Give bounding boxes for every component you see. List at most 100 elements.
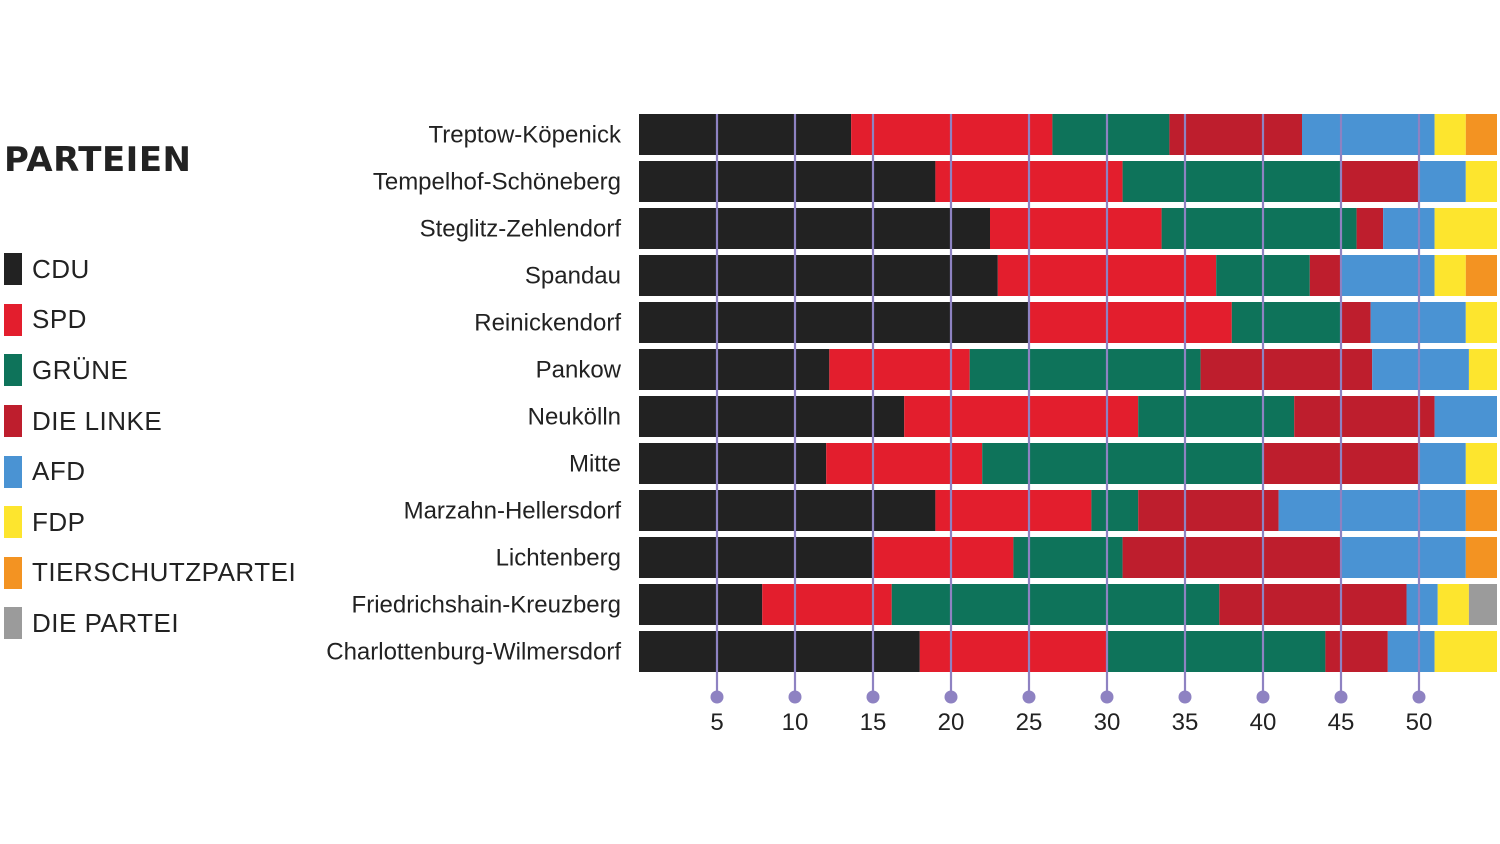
category-label: Marzahn-Hellersdorf bbox=[404, 498, 622, 525]
category-label: Lichtenberg bbox=[496, 545, 621, 572]
bar-segment bbox=[1434, 114, 1466, 155]
grid-lines bbox=[710, 114, 1426, 704]
bar-segment bbox=[829, 349, 970, 390]
tick-label: 5 bbox=[710, 709, 723, 736]
bar-segment bbox=[1341, 255, 1435, 296]
bar-segment bbox=[1465, 302, 1497, 343]
bar-segment bbox=[639, 396, 905, 437]
legend-item: FDP bbox=[4, 497, 324, 548]
bar-group bbox=[639, 114, 1497, 672]
bar-segment bbox=[1465, 114, 1497, 155]
bar-segment bbox=[639, 255, 998, 296]
legend-item: CDU bbox=[4, 244, 324, 295]
bar-segment bbox=[1325, 631, 1388, 672]
bar-segment bbox=[639, 443, 827, 484]
bar-segment bbox=[1029, 302, 1232, 343]
bar-segment bbox=[1138, 396, 1295, 437]
bar-segment bbox=[1387, 631, 1435, 672]
bar-segment bbox=[826, 443, 983, 484]
bar-segment bbox=[1372, 349, 1469, 390]
legend-item: TIERSCHUTZPARTEI bbox=[4, 548, 324, 599]
bar-segment bbox=[1341, 302, 1371, 343]
category-label: Treptow-Köpenick bbox=[428, 122, 622, 149]
bar-segment bbox=[762, 584, 892, 625]
bar-segment bbox=[1434, 396, 1497, 437]
bar-segment bbox=[982, 443, 1263, 484]
tick-label: 50 bbox=[1406, 709, 1433, 736]
legend-item: AFD bbox=[4, 446, 324, 497]
legend-item: DIE PARTEI bbox=[4, 598, 324, 649]
bar-segment bbox=[639, 631, 920, 672]
legend-swatch bbox=[4, 303, 22, 336]
bar-segment bbox=[1122, 161, 1341, 202]
bar-segment bbox=[1122, 537, 1341, 578]
legend-item: GRÜNE bbox=[4, 345, 324, 396]
bar-segment bbox=[969, 349, 1201, 390]
bar-segment bbox=[639, 584, 763, 625]
tick-marker bbox=[1022, 690, 1036, 704]
legend-label: DIE PARTEI bbox=[32, 607, 180, 638]
legend-label: GRÜNE bbox=[32, 354, 129, 385]
tick-marker bbox=[866, 690, 880, 704]
category-label: Charlottenburg-Wilmersdorf bbox=[326, 639, 621, 666]
tick-marker bbox=[1256, 690, 1270, 704]
legend-label: CDU bbox=[32, 253, 90, 284]
bar-segment bbox=[891, 584, 1220, 625]
x-axis-ticks: 5 10 15 20 25 30 35 40 45 50 bbox=[710, 709, 1432, 736]
bar-segment bbox=[1341, 537, 1466, 578]
bar-segment bbox=[1419, 443, 1466, 484]
bar-segment bbox=[639, 161, 936, 202]
bar-segment bbox=[639, 114, 852, 155]
bar-segment bbox=[919, 631, 1107, 672]
legend-swatch bbox=[4, 506, 22, 539]
bar-segment bbox=[1231, 302, 1341, 343]
legend-label: TIERSCHUTZPARTEI bbox=[32, 557, 297, 588]
category-label: Reinickendorf bbox=[474, 310, 621, 337]
tick-marker bbox=[1334, 690, 1348, 704]
bar-segment bbox=[1419, 161, 1466, 202]
bar-segment bbox=[1294, 396, 1435, 437]
bar-segment bbox=[1052, 114, 1170, 155]
legend-title: PARTEIEN bbox=[4, 140, 192, 180]
bar-segment bbox=[639, 208, 990, 249]
bar-segment bbox=[1406, 584, 1438, 625]
bar-segment bbox=[1465, 161, 1497, 202]
bar-segment bbox=[1013, 537, 1123, 578]
legend-swatch bbox=[4, 253, 22, 286]
legend-label: AFD bbox=[32, 456, 86, 487]
legend-swatch bbox=[4, 607, 22, 640]
bar-segment bbox=[639, 349, 830, 390]
bar-segment bbox=[904, 396, 1139, 437]
bar-segment bbox=[1468, 584, 1497, 625]
legend-swatch bbox=[4, 556, 22, 589]
bar-segment bbox=[1383, 208, 1435, 249]
legend-swatch bbox=[4, 455, 22, 488]
tick-marker bbox=[788, 690, 802, 704]
bar-segment bbox=[639, 302, 1029, 343]
tick-label: 35 bbox=[1172, 709, 1199, 736]
bar-segment bbox=[1434, 631, 1497, 672]
bar-segment bbox=[1138, 490, 1279, 531]
bar-segment bbox=[1356, 208, 1384, 249]
bar-segment bbox=[1465, 537, 1497, 578]
bar-segment bbox=[1465, 255, 1497, 296]
tick-label: 25 bbox=[1016, 709, 1043, 736]
bar-segment bbox=[1437, 584, 1469, 625]
bar-segment bbox=[1219, 584, 1407, 625]
bar-segment bbox=[990, 208, 1162, 249]
bar-segment bbox=[639, 537, 873, 578]
tick-marker bbox=[1178, 690, 1192, 704]
legend: PARTEIEN CDU SPD GRÜNE DIE LINKE AFD FDP TIERS… bbox=[4, 140, 324, 649]
bar-segment bbox=[873, 537, 1014, 578]
tick-marker bbox=[1100, 690, 1114, 704]
bar-segment bbox=[1200, 349, 1373, 390]
legend-item: DIE LINKE bbox=[4, 396, 324, 447]
category-label: Tempelhof-Schöneberg bbox=[373, 169, 621, 196]
category-label: Spandau bbox=[525, 263, 621, 290]
tick-marker bbox=[1412, 690, 1426, 704]
bar-segment bbox=[1302, 114, 1435, 155]
legend-swatch bbox=[4, 405, 22, 438]
tick-label: 10 bbox=[782, 709, 809, 736]
bar-segment bbox=[935, 490, 1092, 531]
